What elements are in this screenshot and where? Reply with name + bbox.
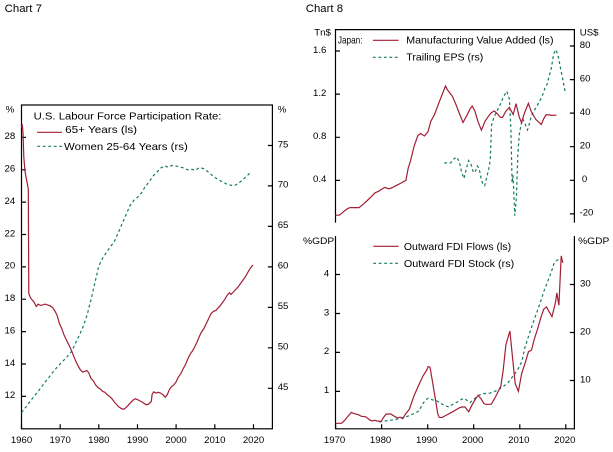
svg-text:20: 20 bbox=[5, 261, 16, 272]
svg-text:3: 3 bbox=[324, 307, 329, 318]
svg-text:1970: 1970 bbox=[324, 435, 345, 446]
svg-text:Chart 7: Chart 7 bbox=[5, 3, 42, 15]
svg-text:4: 4 bbox=[324, 268, 330, 279]
svg-text:1990: 1990 bbox=[127, 435, 148, 446]
svg-text:Trailing EPS (rs): Trailing EPS (rs) bbox=[406, 53, 483, 64]
svg-text:US$: US$ bbox=[580, 28, 599, 39]
svg-text:1970: 1970 bbox=[50, 435, 71, 446]
svg-text:14: 14 bbox=[5, 358, 16, 369]
svg-text:55: 55 bbox=[278, 301, 289, 312]
svg-text:28: 28 bbox=[5, 131, 16, 142]
svg-text:2010: 2010 bbox=[508, 435, 529, 446]
svg-text:1.6: 1.6 bbox=[313, 45, 326, 56]
svg-text:20: 20 bbox=[580, 141, 591, 152]
svg-text:%GDP: %GDP bbox=[303, 236, 334, 247]
svg-text:Outward FDI Stock (rs): Outward FDI Stock (rs) bbox=[404, 259, 514, 270]
svg-text:U.S. Labour Force Participatio: U.S. Labour Force Participation Rate: bbox=[34, 112, 222, 123]
svg-text:18: 18 bbox=[5, 293, 16, 304]
svg-text:%GDP: %GDP bbox=[578, 236, 609, 247]
svg-text:24: 24 bbox=[5, 196, 16, 207]
svg-text:2000: 2000 bbox=[462, 435, 483, 446]
svg-text:75: 75 bbox=[278, 139, 289, 150]
svg-text:1990: 1990 bbox=[416, 435, 437, 446]
svg-text:2000: 2000 bbox=[165, 435, 186, 446]
svg-text:2010: 2010 bbox=[204, 435, 225, 446]
svg-text:0.8: 0.8 bbox=[313, 131, 326, 142]
svg-text:70: 70 bbox=[278, 180, 289, 191]
svg-text:16: 16 bbox=[5, 325, 16, 336]
svg-text:50: 50 bbox=[278, 342, 289, 353]
svg-text:60: 60 bbox=[278, 261, 289, 272]
svg-text:20: 20 bbox=[580, 326, 591, 337]
svg-text:Chart 8: Chart 8 bbox=[306, 3, 343, 15]
svg-text:45: 45 bbox=[278, 382, 289, 393]
svg-text:Women 25-64 Years (rs): Women 25-64 Years (rs) bbox=[64, 142, 188, 153]
svg-text:2: 2 bbox=[324, 346, 329, 357]
svg-text:1.2: 1.2 bbox=[313, 88, 326, 99]
svg-text:80: 80 bbox=[580, 40, 591, 51]
svg-text:65+ Years (ls): 65+ Years (ls) bbox=[65, 125, 137, 136]
svg-text:1980: 1980 bbox=[370, 435, 391, 446]
svg-text:40: 40 bbox=[580, 107, 591, 118]
svg-text:10: 10 bbox=[580, 374, 591, 385]
svg-text:Manufacturing Value Added (ls): Manufacturing Value Added (ls) bbox=[406, 36, 553, 47]
svg-text:0.4: 0.4 bbox=[313, 174, 327, 185]
svg-text:65: 65 bbox=[278, 220, 289, 231]
svg-text:0: 0 bbox=[582, 174, 587, 185]
svg-text:1960: 1960 bbox=[11, 435, 32, 446]
svg-text:12: 12 bbox=[5, 390, 16, 401]
svg-text:%: % bbox=[278, 105, 287, 116]
svg-text:2020: 2020 bbox=[243, 435, 264, 446]
svg-text:30: 30 bbox=[580, 278, 591, 289]
svg-text:26: 26 bbox=[5, 164, 16, 175]
svg-text:Japan:: Japan: bbox=[338, 36, 363, 47]
svg-text:-20: -20 bbox=[580, 208, 594, 219]
svg-text:Tn$: Tn$ bbox=[314, 27, 331, 38]
svg-text:2020: 2020 bbox=[554, 435, 575, 446]
svg-text:60: 60 bbox=[580, 73, 591, 84]
svg-text:1980: 1980 bbox=[88, 435, 109, 446]
svg-text:22: 22 bbox=[5, 228, 16, 239]
svg-text:%: % bbox=[6, 105, 15, 116]
svg-text:1: 1 bbox=[324, 385, 329, 396]
svg-text:Outward FDI Flows (ls): Outward FDI Flows (ls) bbox=[404, 242, 511, 253]
